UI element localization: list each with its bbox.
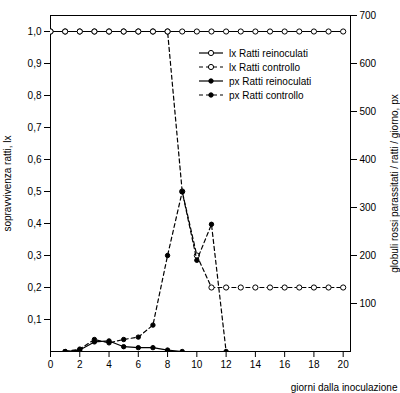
html-text:lx Ratti reinoculati: lx Ratti reinoculati: [229, 47, 308, 59]
svg-text:0,1: 0,1: [28, 314, 42, 325]
svg-text:4: 4: [106, 359, 112, 370]
svg-text:0,7: 0,7: [28, 122, 42, 133]
svg-text:globuli rossi parassitati / ra: globuli rossi parassitati / ratti / gior…: [389, 94, 400, 272]
svg-text:16: 16: [279, 359, 291, 370]
svg-text:0,9: 0,9: [28, 58, 42, 69]
svg-text:14: 14: [250, 359, 262, 370]
svg-text:500: 500: [360, 106, 377, 117]
svg-text:0,8: 0,8: [28, 90, 42, 101]
svg-text:0,4: 0,4: [28, 218, 42, 229]
svg-text:0,5: 0,5: [28, 186, 42, 197]
html-text:px Ratti reinoculati: px Ratti reinoculati: [229, 75, 312, 87]
html-text:lx Ratti controllo: lx Ratti controllo: [229, 61, 301, 73]
svg-text:700: 700: [360, 10, 377, 21]
svg-text:200: 200: [360, 250, 377, 261]
svg-text:0,3: 0,3: [28, 250, 42, 261]
svg-text:12: 12: [221, 359, 233, 370]
svg-text:18: 18: [308, 359, 320, 370]
svg-text:10: 10: [191, 359, 203, 370]
svg-text:0: 0: [48, 359, 54, 370]
svg-text:0,6: 0,6: [28, 154, 42, 165]
svg-text:100: 100: [360, 298, 377, 309]
svg-text:600: 600: [360, 58, 377, 69]
svg-text:400: 400: [360, 154, 377, 165]
svg-text:0,2: 0,2: [28, 282, 42, 293]
svg-text:sopravvivenza ratti, lx: sopravvivenza ratti, lx: [2, 135, 13, 231]
html-text:px Ratti controllo: px Ratti controllo: [229, 89, 304, 101]
svg-text:20: 20: [338, 359, 350, 370]
svg-text:6: 6: [136, 359, 142, 370]
svg-text:300: 300: [360, 202, 377, 213]
svg-text:giorni dalla inoculazione: giorni dalla inoculazione: [291, 382, 398, 393]
svg-text:2: 2: [77, 359, 83, 370]
svg-text:8: 8: [165, 359, 171, 370]
svg-text:1,0: 1,0: [28, 26, 42, 37]
